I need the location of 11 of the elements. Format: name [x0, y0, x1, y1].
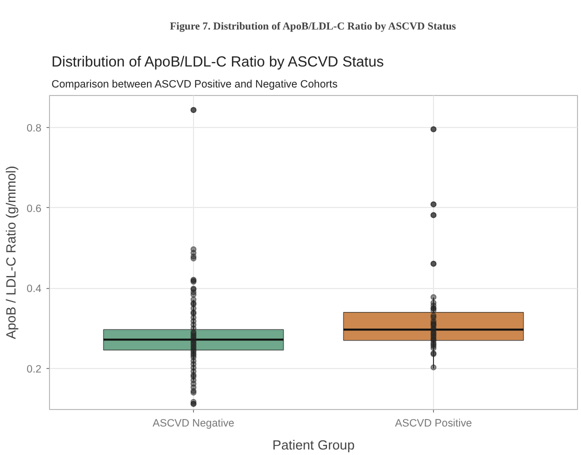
chart-subtitle: Comparison between ASCVD Positive and Negative Cohorts [52, 78, 338, 90]
chart-title: Distribution of ApoB/LDL-C Ratio by ASCVD Status [52, 54, 384, 70]
x-tick-label: ASCVD Positive [395, 418, 472, 430]
x-tick-label: ASCVD Negative [152, 418, 234, 430]
x-axis-title: Patient Group [272, 438, 355, 452]
y-tick-label: 0.6 [26, 202, 42, 215]
y-axis-title: ApoB / LDL-C Ratio (g/mmol) [4, 166, 19, 340]
y-tick-label: 0.4 [26, 283, 42, 296]
y-tick-label: 0.2 [26, 364, 42, 376]
y-tick-label: 0.8 [26, 122, 42, 135]
caption: Figure 7. Distribution of ApoB/LDL-C Ratio by ASCVD Status [170, 22, 456, 32]
